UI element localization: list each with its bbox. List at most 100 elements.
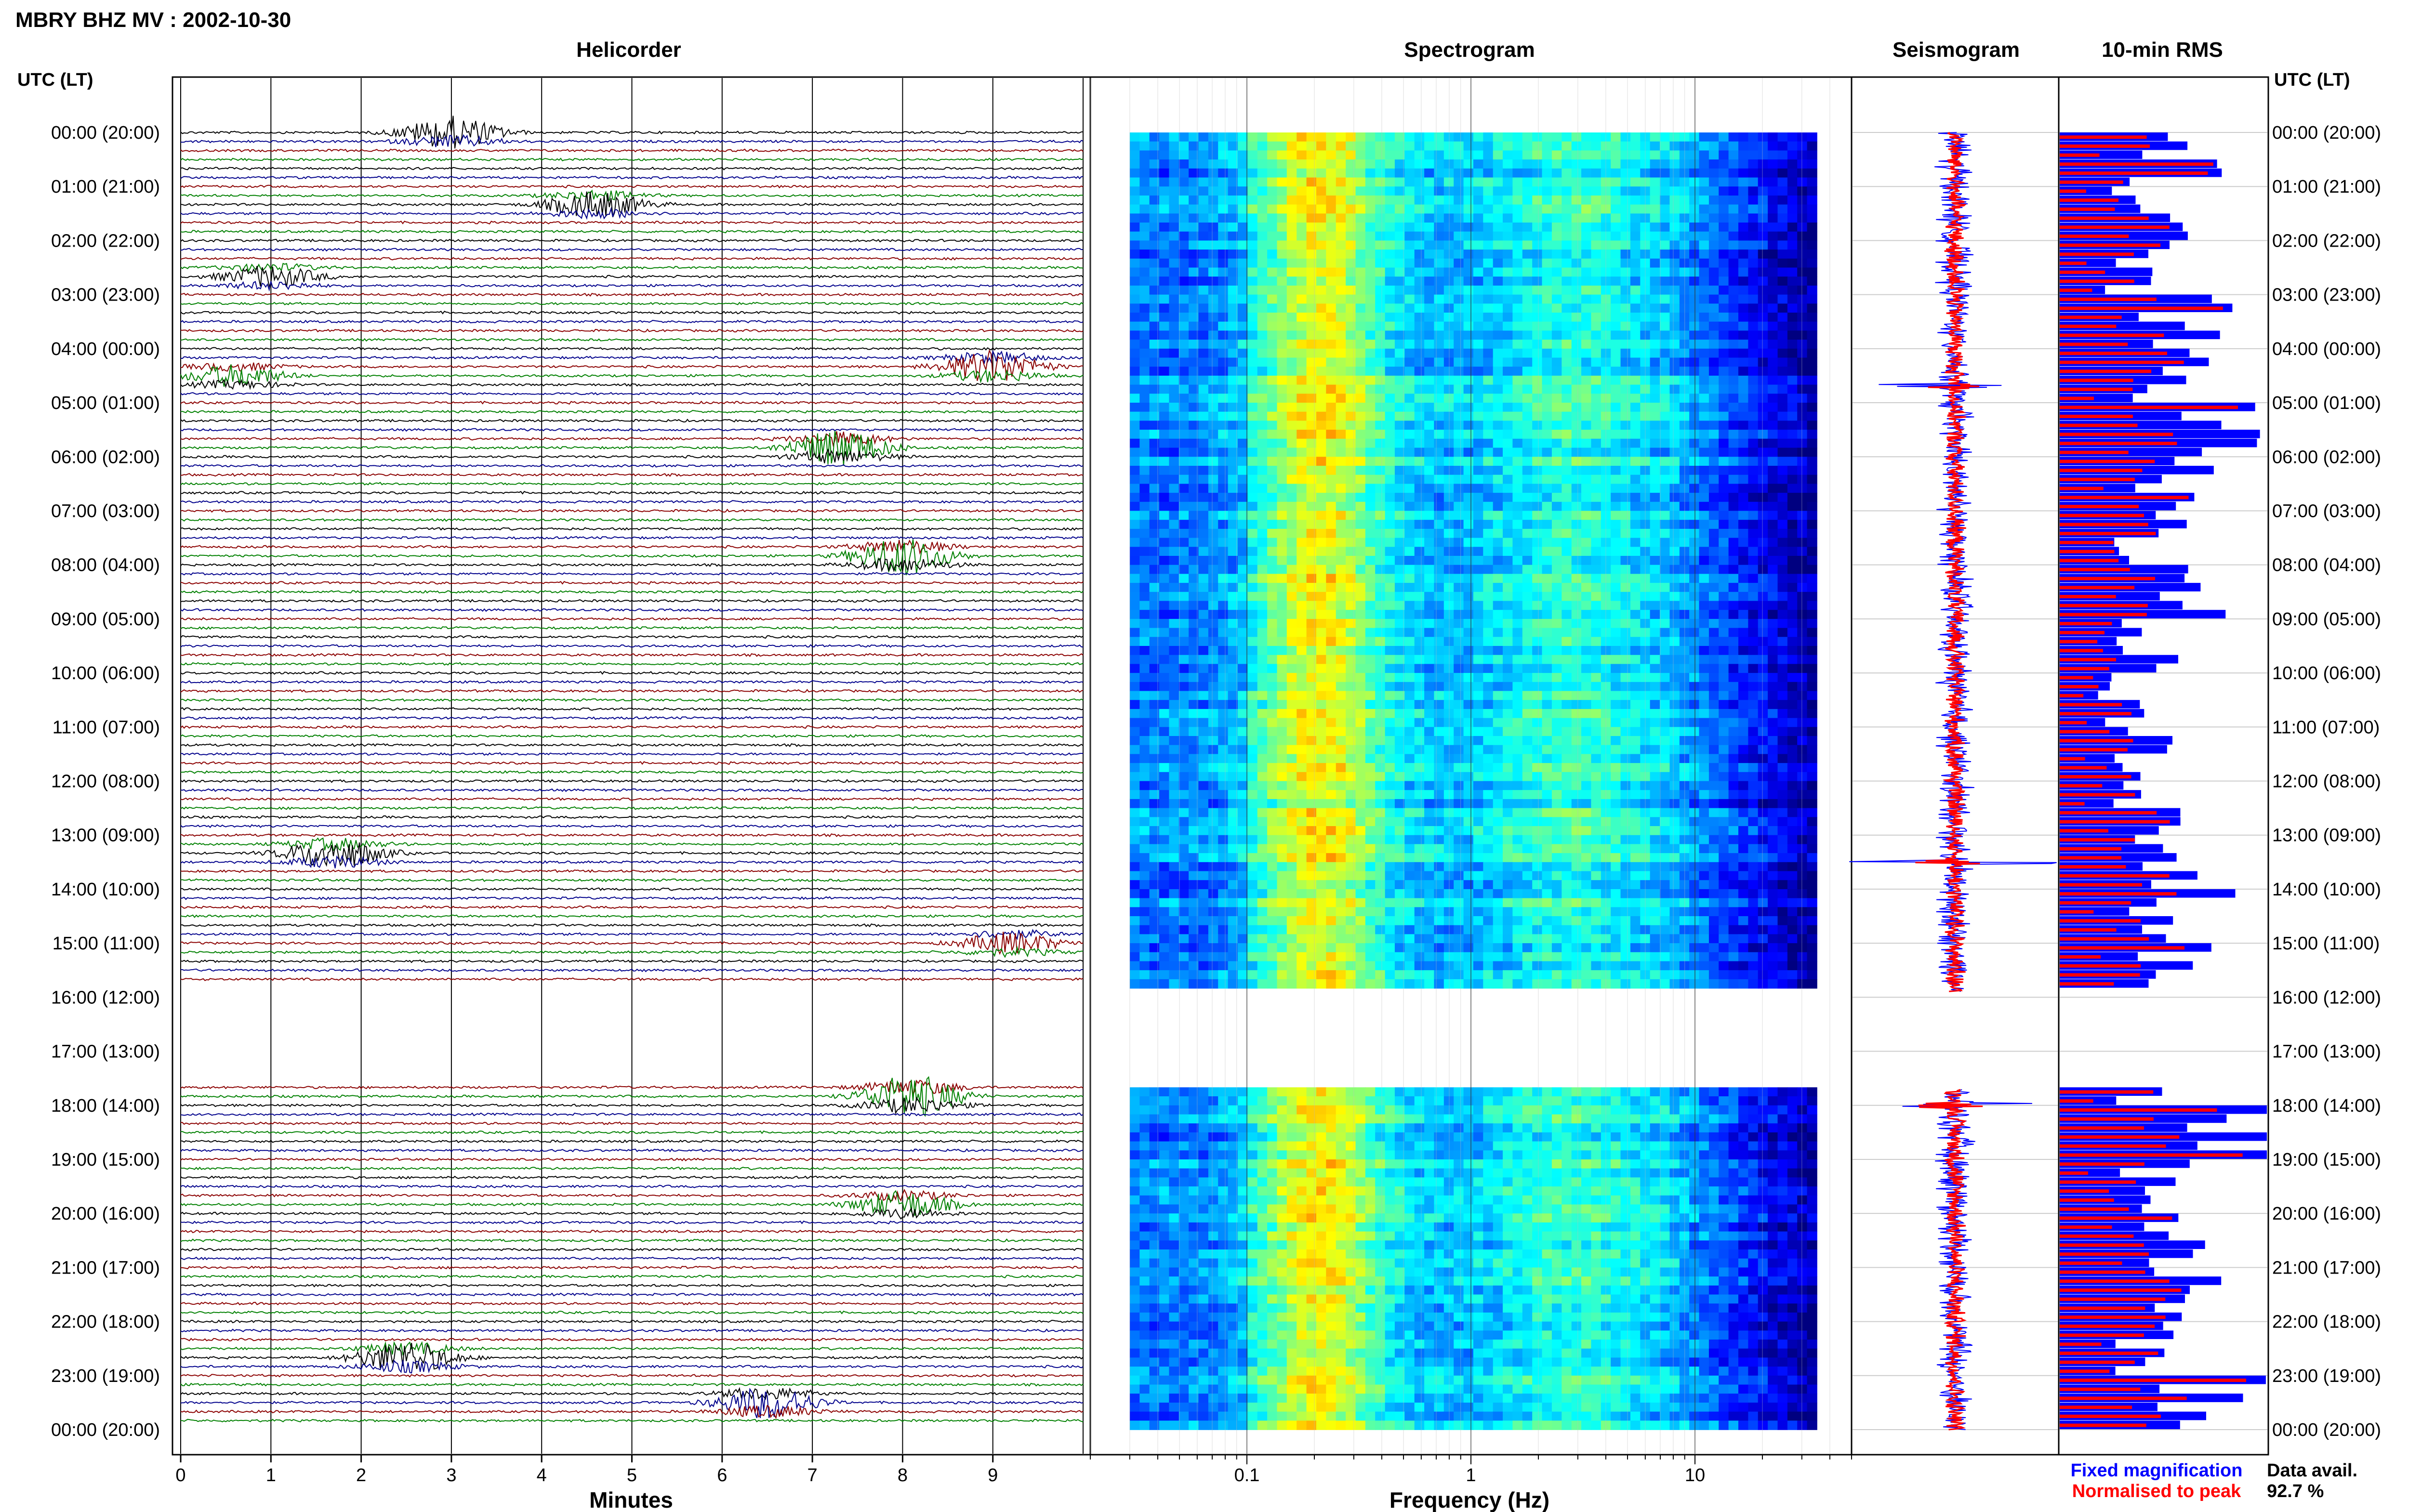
spectrogram-cell xyxy=(1738,186,1749,196)
spectrogram-cell xyxy=(1443,330,1454,340)
spectrogram-cell xyxy=(1650,583,1660,592)
spectrogram-cell xyxy=(1267,673,1278,683)
spectrogram-cell xyxy=(1738,673,1749,683)
spectrogram-cell xyxy=(1562,223,1572,232)
spectrogram-cell xyxy=(1650,474,1660,485)
spectrogram-cell xyxy=(1355,466,1366,475)
spectrogram-cell xyxy=(1473,610,1484,619)
spectrogram-cell xyxy=(1689,664,1700,673)
spectrogram-cell xyxy=(1208,250,1219,259)
spectrogram-cell xyxy=(1591,736,1602,746)
spectrogram-cell xyxy=(1758,466,1768,475)
spectrogram-cell xyxy=(1591,231,1602,241)
spectrogram-cell xyxy=(1316,601,1327,610)
helicorder-trace-row xyxy=(180,743,1084,747)
spectrogram-cell xyxy=(1699,421,1709,430)
spectrogram-cell xyxy=(1443,592,1454,602)
spectrogram-cell xyxy=(1198,285,1209,295)
spectrogram-cell xyxy=(1728,628,1739,638)
spectrogram-cell xyxy=(1611,664,1621,673)
spectrogram-cell xyxy=(1768,664,1778,673)
spectrogram-cell xyxy=(1355,474,1366,485)
spectrogram-cell xyxy=(1385,340,1395,349)
spectrogram-cell xyxy=(1394,727,1405,736)
time-tick-label-left: 12:00 (08:00) xyxy=(51,772,160,792)
spectrogram-cell xyxy=(1512,367,1523,376)
spectrogram-cell xyxy=(1267,655,1278,665)
spectrogram-cell xyxy=(1365,583,1376,592)
spectrogram-cell xyxy=(1807,628,1817,638)
spectrogram-cell xyxy=(1562,466,1572,475)
spectrogram-cell xyxy=(1562,574,1572,583)
helicorder-trace-row xyxy=(180,409,1084,414)
spectrogram-cell xyxy=(1355,321,1366,331)
rms-title: 10-min RMS xyxy=(2102,38,2223,62)
spectrogram-cell xyxy=(1758,213,1768,223)
spectrogram-cell xyxy=(1630,367,1641,376)
spectrogram-cell xyxy=(1198,367,1209,376)
spectrogram-cell xyxy=(1316,727,1327,736)
spectrogram-cell xyxy=(1316,691,1327,700)
spectrogram-cell xyxy=(1708,547,1720,556)
spectrogram-cell xyxy=(1189,150,1199,160)
spectrogram-cell xyxy=(1208,655,1219,665)
spectrogram-cell xyxy=(1532,403,1543,412)
spectrogram-cell xyxy=(1316,511,1327,520)
spectrogram-cell xyxy=(1797,421,1808,430)
spectrogram-cell xyxy=(1699,637,1709,646)
spectrogram-cell xyxy=(1139,745,1150,755)
spectrogram-cell xyxy=(1404,250,1415,259)
spectrogram-cell xyxy=(1238,313,1248,322)
spectrogram-cell xyxy=(1719,276,1729,286)
spectrogram-cell xyxy=(1650,447,1660,457)
spectrogram-cell xyxy=(1591,250,1602,259)
spectrogram-cell xyxy=(1699,258,1709,268)
spectrogram-cell xyxy=(1503,250,1513,259)
spectrogram-cell xyxy=(1669,628,1680,638)
spectrogram-cell xyxy=(1768,610,1778,619)
spectrogram-cell xyxy=(1571,348,1582,358)
spectrogram-cell xyxy=(1139,267,1150,277)
spectrogram-cell xyxy=(1326,421,1337,430)
spectrogram-cell xyxy=(1660,223,1670,232)
spectrogram-cell xyxy=(1139,501,1150,512)
spectrogram-cell xyxy=(1591,168,1602,178)
time-tick-label-right: 18:00 (14:00) xyxy=(2272,1096,2381,1116)
spectrogram-cell xyxy=(1257,583,1268,592)
spectrogram-cell xyxy=(1198,223,1209,232)
spectrogram-cell xyxy=(1728,493,1739,502)
spectrogram-cell xyxy=(1493,384,1503,394)
spectrogram-cell xyxy=(1551,367,1562,376)
spectrogram-cell xyxy=(1424,493,1435,502)
spectrogram-cell xyxy=(1394,610,1405,619)
spectrogram-cell xyxy=(1228,204,1238,214)
spectrogram-cell xyxy=(1493,501,1503,512)
spectrogram-cell xyxy=(1562,556,1572,565)
spectrogram-cell xyxy=(1336,718,1346,728)
spectrogram-cell xyxy=(1512,195,1523,205)
spectrogram-cell xyxy=(1169,367,1179,376)
spectrogram-cell xyxy=(1286,403,1297,412)
spectrogram-cell xyxy=(1522,177,1533,187)
spectrogram-cell xyxy=(1562,403,1572,412)
spectrogram-cell xyxy=(1326,673,1337,683)
spectrogram-cell xyxy=(1346,411,1356,421)
spectrogram-cell xyxy=(1571,700,1582,710)
spectrogram-cell xyxy=(1777,574,1788,583)
spectrogram-cell xyxy=(1336,313,1346,322)
spectrogram-cell xyxy=(1316,556,1327,565)
helicorder-trace-row xyxy=(180,302,1084,306)
spectrogram-cell xyxy=(1807,592,1817,602)
spectrogram-cell xyxy=(1316,367,1327,376)
spectrogram-cell xyxy=(1611,574,1621,583)
spectrogram-cell xyxy=(1522,601,1533,610)
spectrogram-cell xyxy=(1365,592,1376,602)
spectrogram-cell xyxy=(1551,177,1562,187)
spectrogram-cell xyxy=(1473,466,1484,475)
spectrogram-cell xyxy=(1169,547,1179,556)
spectrogram-cell xyxy=(1375,457,1386,466)
spectrogram-cell xyxy=(1218,213,1229,223)
spectrogram-cell xyxy=(1129,421,1140,430)
spectrogram-cell xyxy=(1463,574,1474,583)
spectrogram-cell xyxy=(1129,547,1140,556)
